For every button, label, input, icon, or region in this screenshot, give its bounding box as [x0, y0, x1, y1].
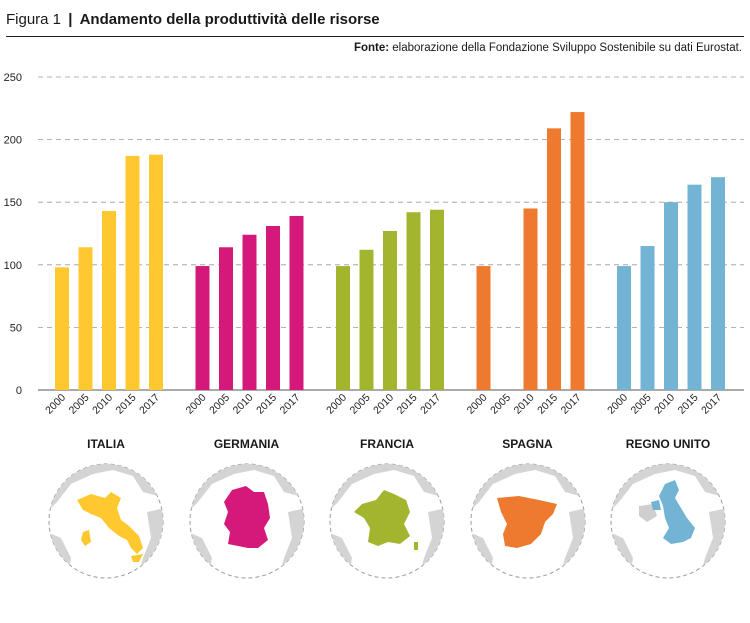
- bar: [78, 247, 93, 390]
- x-tick-label: 2010: [652, 392, 677, 417]
- country-map-globe: [189, 463, 304, 579]
- x-tick-label: 2017: [418, 392, 443, 417]
- x-tick-label: 2015: [395, 392, 420, 417]
- x-tick-label: 2005: [488, 392, 513, 417]
- x-tick-label: 2017: [699, 392, 724, 417]
- x-tick-label: 2010: [90, 392, 115, 417]
- x-tick-label: 2005: [67, 392, 92, 417]
- x-tick-label: 2000: [184, 392, 209, 417]
- x-tick-label: 2010: [371, 392, 396, 417]
- x-tick-label: 2015: [535, 392, 560, 417]
- bar: [359, 249, 374, 390]
- figure-title: Figura 1 | Andamento della produttività …: [6, 10, 380, 30]
- bars: [55, 112, 725, 390]
- bar: [55, 267, 69, 390]
- y-tick-label: 0: [16, 385, 22, 397]
- y-axis-ticks: 0 50 100 150 200 250: [4, 72, 22, 397]
- bar: [242, 234, 257, 390]
- country-map-globe: [329, 463, 445, 579]
- bar: [476, 266, 491, 390]
- title-rule: [6, 36, 744, 37]
- figure-label: Figura 1: [6, 11, 62, 28]
- x-tick-label: 2005: [348, 392, 373, 417]
- bar: [570, 112, 585, 390]
- bar: [711, 177, 725, 390]
- country-label: ITALIA: [87, 437, 125, 451]
- bar: [640, 246, 655, 390]
- source-label: Fonte:: [353, 42, 390, 54]
- bar: [664, 202, 678, 390]
- bar: [219, 247, 233, 390]
- country-map-globe: [470, 463, 585, 579]
- bar: [149, 154, 163, 390]
- x-tick-label: 2000: [324, 392, 349, 417]
- bar: [125, 155, 140, 390]
- bar: [547, 128, 561, 390]
- source-note: Fonte: elaborazione della Fondazione Svi…: [354, 40, 742, 56]
- bar: [336, 266, 350, 390]
- x-tick-label: 2017: [278, 392, 303, 417]
- x-tick-label: 2000: [465, 392, 490, 417]
- x-tick-label: 2015: [114, 392, 139, 417]
- bar: [617, 266, 631, 390]
- x-tick-label: 2010: [512, 392, 537, 417]
- x-tick-label: 2015: [676, 392, 701, 417]
- y-tick-label: 100: [4, 260, 22, 272]
- x-tick-label: 2005: [629, 392, 654, 417]
- bar: [195, 266, 210, 390]
- country-map-globe: [48, 463, 164, 579]
- y-tick-label: 150: [4, 197, 22, 209]
- x-tick-label: 2015: [254, 392, 279, 417]
- x-tick-label: 2017: [559, 392, 584, 417]
- bar: [383, 230, 397, 390]
- y-tick-label: 250: [4, 72, 22, 84]
- bar: [406, 212, 421, 390]
- country-label: REGNO UNITO: [625, 437, 711, 451]
- source-text: elaborazione della Fondazione Sviluppo S…: [389, 42, 742, 54]
- x-tick-label: 2017: [137, 392, 162, 417]
- country-label: FRANCIA: [360, 437, 414, 451]
- x-tick-label: 2000: [43, 392, 68, 417]
- y-tick-label: 200: [4, 135, 22, 147]
- bar: [430, 209, 444, 390]
- country-label: GERMANIA: [213, 437, 280, 451]
- bar: [289, 215, 304, 390]
- bar: [687, 184, 702, 390]
- chart-title: Andamento della produttività delle risor…: [79, 11, 380, 28]
- y-tick-label: 50: [10, 322, 22, 334]
- country-map-globe: [610, 463, 726, 579]
- bar: [102, 210, 116, 390]
- country-label: SPAGNA: [502, 437, 553, 451]
- x-tick-label: 2005: [207, 392, 232, 417]
- title-separator: |: [68, 11, 73, 28]
- bar: [523, 208, 538, 390]
- bar: [266, 225, 280, 390]
- x-tick-label: 2000: [605, 392, 630, 417]
- x-tick-label: 2010: [231, 392, 256, 417]
